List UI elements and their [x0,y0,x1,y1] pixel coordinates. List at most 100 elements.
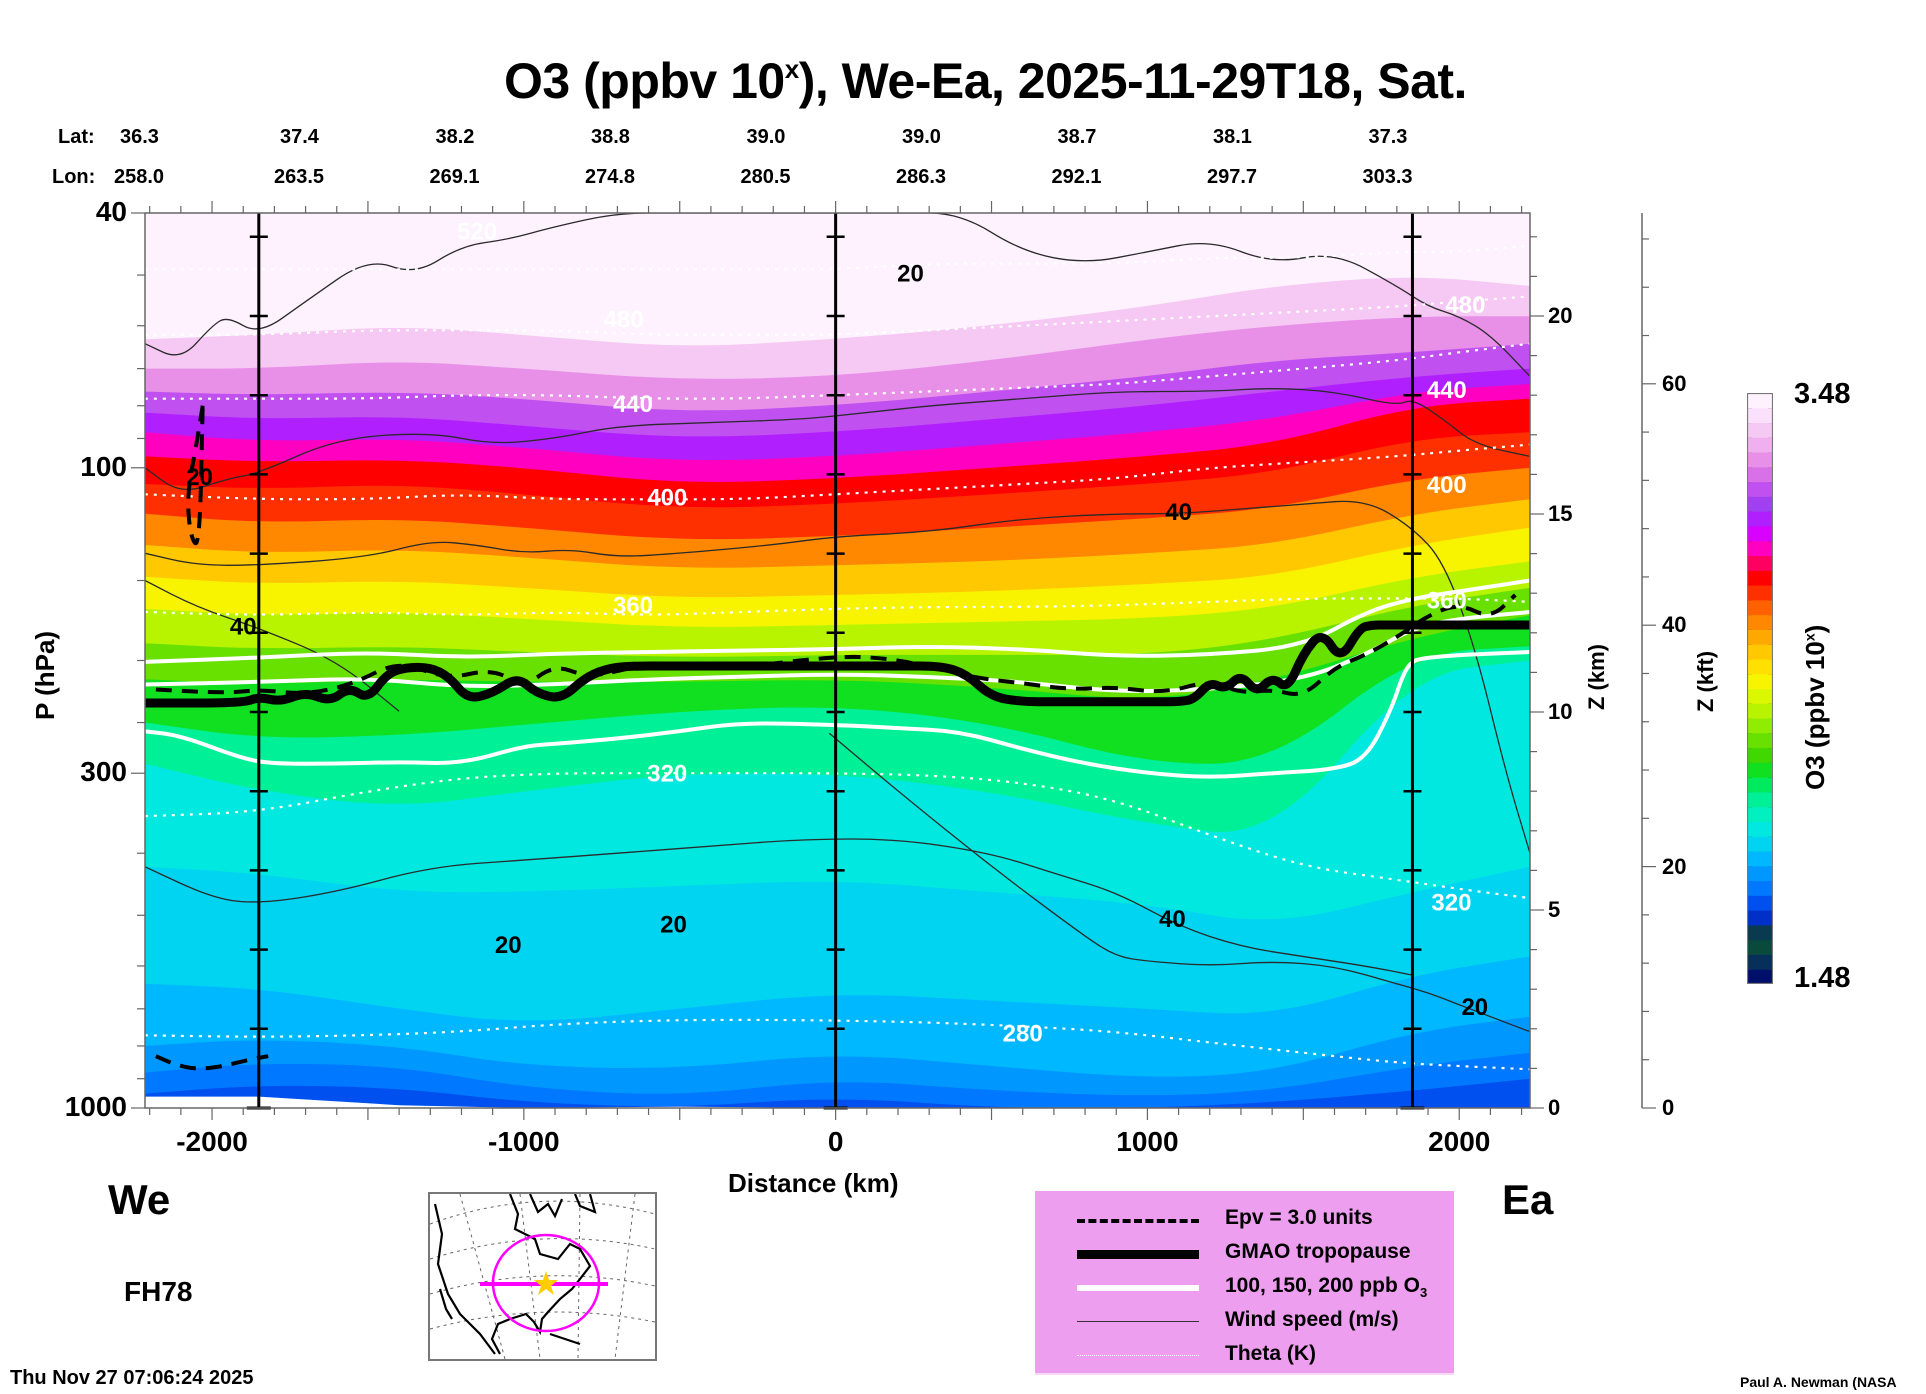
colorbar-swatch [1747,407,1773,424]
forecast-hour: FH78 [124,1276,193,1307]
lon-value: 263.5 [274,166,325,188]
colorbar-swatch [1747,910,1773,926]
timestamp: Thu Nov 27 07:06:24 2025 [10,1367,254,1389]
colorbar-swatch [1747,703,1773,719]
colorbar-swatch [1747,673,1773,689]
colorbar-swatch [1747,511,1773,527]
title-superscript: x [784,54,799,84]
colorbar-swatch [1747,540,1773,557]
contour-label: 40 [1159,906,1186,933]
colorbar-swatch [1747,629,1773,645]
ozone-field [145,213,1530,1108]
colorbar-title-text: O3 (ppbv 10 [1800,641,1830,790]
lat-row-label: Lat: [58,126,95,148]
z-kft-tick-label: 40 [1662,612,1687,638]
gmao-tropopause-line [145,620,1530,708]
colorbar [1746,392,1774,985]
contour-label: 20 [186,464,213,491]
colorbar-swatch [1747,777,1773,793]
z-km-tick-label: 0 [1548,1095,1561,1120]
lat-value: 37.4 [280,126,319,148]
title-suffix: ), We-Ea, 2025-11-29T18, Sat. [798,53,1468,109]
colorbar-title-close: ) [1800,624,1830,634]
100-ppb-o3-line [145,578,1530,664]
wind-40-m-s-mid-line [145,500,1530,854]
contour-label: 20 [1461,994,1488,1021]
legend-label: Wind speed (m/s) [1225,1308,1399,1331]
legend-label: Theta (K) [1225,1342,1316,1365]
contour-label: 360 [1427,587,1467,614]
lat-value: 38.8 [591,126,630,148]
z-km-tick-label: 10 [1548,699,1573,724]
lon-value: 280.5 [740,166,791,188]
colorbar-swatch [1747,718,1773,734]
dotted-line-swatch [1077,1355,1199,1356]
x-tick-label: 2000 [1428,1126,1491,1157]
z-kft-axis-title: Z (kft) [1693,650,1718,712]
lon-value: 297.7 [1207,166,1258,188]
colorbar-min-label: 1.48 [1794,962,1851,994]
colorbar-swatch [1747,525,1773,542]
lon-value: 269.1 [429,166,480,188]
legend-label: Epv = 3.0 units [1225,1206,1373,1229]
legend-item-theta: Theta (K) [1035,1339,1454,1373]
y-axis-title: P (hPa) [30,630,60,720]
contour-label: 40 [230,613,257,640]
lon-value: 292.1 [1051,166,1102,188]
ozone-band [145,1078,1530,1108]
colorbar-swatch [1747,791,1773,808]
colorbar-swatch [1747,614,1773,630]
x-tick-label: 1000 [1116,1126,1179,1157]
y-tick-label: 1000 [64,1091,127,1122]
colorbar-swatch [1747,585,1773,601]
colorbar-swatch [1747,688,1773,704]
colorbar-swatch [1747,924,1773,941]
z-kft-tick-label: 60 [1662,370,1687,396]
colorbar-swatch [1747,555,1773,571]
thin-line-swatch [1077,1321,1199,1322]
line-legend: Epv = 3.0 units GMAO tropopause 100, 150… [1035,1191,1454,1375]
colorbar-swatch [1747,806,1773,822]
contour-label: 20 [660,912,687,939]
colorbar-swatch [1747,644,1773,660]
colorbar-swatch [1747,865,1773,882]
legend-label-sub: 3 [1419,1285,1428,1301]
map-graticule [430,1194,655,1359]
ozone-band [145,1052,1530,1108]
theta-520-k-line [145,244,1530,271]
wind-20-m-s-lower-left-line [145,838,1413,976]
y-tick-label: 300 [80,756,127,788]
y-tick-label: 100 [80,450,127,482]
contour-labels: 520 480 440 400 360 320 280 480 440 400 360 320 20 40… [186,218,1488,1047]
epv-3-0-units-line [155,593,1517,696]
colorbar-swatch [1747,969,1773,985]
wind-40-m-s-lower-line [828,732,1530,1033]
contour-label: 400 [1427,472,1467,499]
contour-lines [145,213,1530,1071]
theta-480-k-line [145,295,1530,337]
author-credit: Paul A. Newman (NASA [1740,1374,1897,1390]
wind-20-m-s-upper-line [145,213,1530,377]
axes [131,201,1656,1120]
map-coastlines [433,1194,597,1355]
lon-value: 286.3 [896,166,947,188]
colorbar-swatch [1747,570,1773,586]
lat-value: 38.1 [1213,126,1252,148]
colorbar-swatch [1747,437,1773,453]
colorbar-swatch [1747,393,1773,409]
colorbar-swatch [1747,895,1773,911]
x-tick-label: -1000 [488,1126,560,1157]
inset-locator-map [428,1192,657,1361]
contour-label: 320 [1431,889,1471,916]
epv-3-0-units-lower-left-line [155,1054,269,1071]
colorbar-title: O3 (ppbv 10x) [1800,625,1831,790]
lat-value: 37.3 [1368,126,1408,148]
z-km-tick-label: 20 [1548,303,1573,328]
theta-320-k-line [145,772,1530,900]
x-axis-title: Distance (km) [728,1168,899,1198]
x-tick-label: -2000 [176,1126,248,1157]
wind-40-m-s-label-line [145,579,400,712]
contour-label: 480 [1445,292,1485,319]
lat-value: 36.3 [120,126,159,148]
